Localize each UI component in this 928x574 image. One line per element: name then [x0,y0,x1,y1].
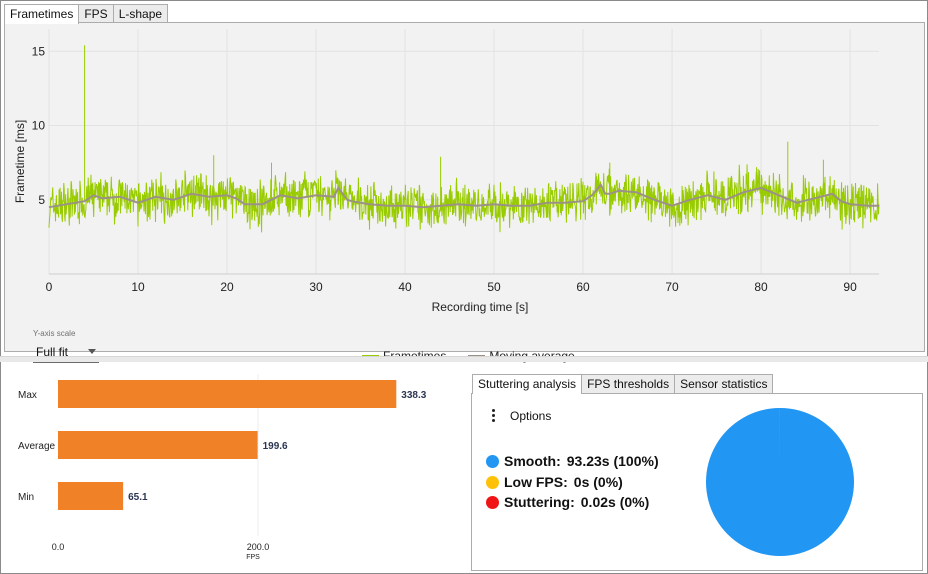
stat-stuttering: Stuttering: 0.02s (0%) [486,494,649,510]
tab-stuttering-analysis[interactable]: Stuttering analysis [472,374,583,394]
tab-frametimes[interactable]: Frametimes [4,4,80,24]
panel-divider[interactable] [0,356,928,362]
stat-low-fps: Low FPS: 0s (0%) [486,474,623,490]
bar-average [58,431,258,459]
tab-fps[interactable]: FPS [78,4,114,23]
stat-stuttering-value: 0.02s (0%) [580,494,650,510]
x-tick-label: 30 [309,280,323,294]
tab-fps-thresholds[interactable]: FPS thresholds [581,374,676,393]
y-tick-label: 5 [38,193,45,207]
y-axis-scale-label: Y-axis scale [33,329,76,338]
y-axis-scale-value: Full fit [36,344,69,359]
bar-x-axis-label: FPS [246,554,260,561]
x-tick-label: 0 [46,280,53,294]
low-fps-dot-icon [486,475,499,489]
stat-smooth: Smooth: 93.23s (100%) [486,453,659,469]
analysis-tabbar: Stuttering analysis FPS thresholds Senso… [472,374,774,394]
bar-category-label: Max [18,390,37,401]
x-tick-label: 40 [398,280,412,294]
x-tick-label: 20 [220,280,234,294]
stat-low-fps-value: 0s (0%) [573,474,623,490]
bar-value-label: 199.6 [263,441,288,452]
x-tick-label: 10 [131,280,145,294]
y-tick-label: 10 [32,119,46,133]
options-label: Options [510,408,552,423]
bar-value-label: 65.1 [128,492,148,503]
bar-category-label: Average [18,441,56,452]
chevron-down-icon [88,349,96,354]
stuttering-dot-icon [486,495,499,509]
options-menu[interactable]: Options [488,408,551,423]
fps-bar-chart: Max 338.3 Average 199.6 Min 65.1 0.0 200.0 FPS [18,374,427,561]
frametimes-series [48,45,880,233]
x-axis-label: Recording time [s] [432,300,529,314]
chart-tabbar: Frametimes FPS L-shape [4,4,169,24]
stuttering-analysis-panel: Options Smooth: 93.23s (100%) Low FPS: 0… [471,393,923,571]
x-tick-label: 50 [487,280,501,294]
plot-area [49,29,879,274]
stuttering-pie-chart [706,408,855,556]
bar-x-tick-label: 200.0 [247,542,270,552]
fps-bar-chart-panel: Max 338.3 Average 199.6 Min 65.1 0.0 200.0 FPS [1,364,461,572]
stat-smooth-label: Smooth: [504,453,561,469]
bar-value-label: 338.3 [401,390,426,401]
tab-sensor-statistics[interactable]: Sensor statistics [674,374,774,393]
x-tick-label: 90 [843,280,857,294]
bar-min [58,482,124,510]
bar-max [58,380,397,408]
x-tick-label: 60 [576,280,590,294]
y-axis-scale-dropdown[interactable]: Full fit [33,341,99,363]
y-tick-label: 15 [32,44,46,58]
frametime-chart: 0 10 20 30 40 50 60 70 80 90 5 10 15 Recording time [… [13,29,880,314]
frametime-chart-panel: 0 10 20 30 40 50 60 70 80 90 5 10 15 Recording time [… [4,22,925,363]
x-tick-label: 70 [665,280,679,294]
bar-category-label: Min [18,492,34,503]
moving-average-series [48,183,879,209]
more-vertical-icon [488,408,498,423]
bar-x-tick-label: 0.0 [52,542,65,552]
tab-l-shape[interactable]: L-shape [112,4,169,23]
x-tick-label: 80 [754,280,768,294]
pie-slice-smooth [706,408,855,556]
stat-low-fps-label: Low FPS: [504,474,568,490]
smooth-dot-icon [486,454,499,468]
stat-stuttering-label: Stuttering: [504,494,575,510]
stat-smooth-value: 93.23s (100%) [566,453,659,469]
y-axis-label: Frametime [ms] [13,120,27,203]
